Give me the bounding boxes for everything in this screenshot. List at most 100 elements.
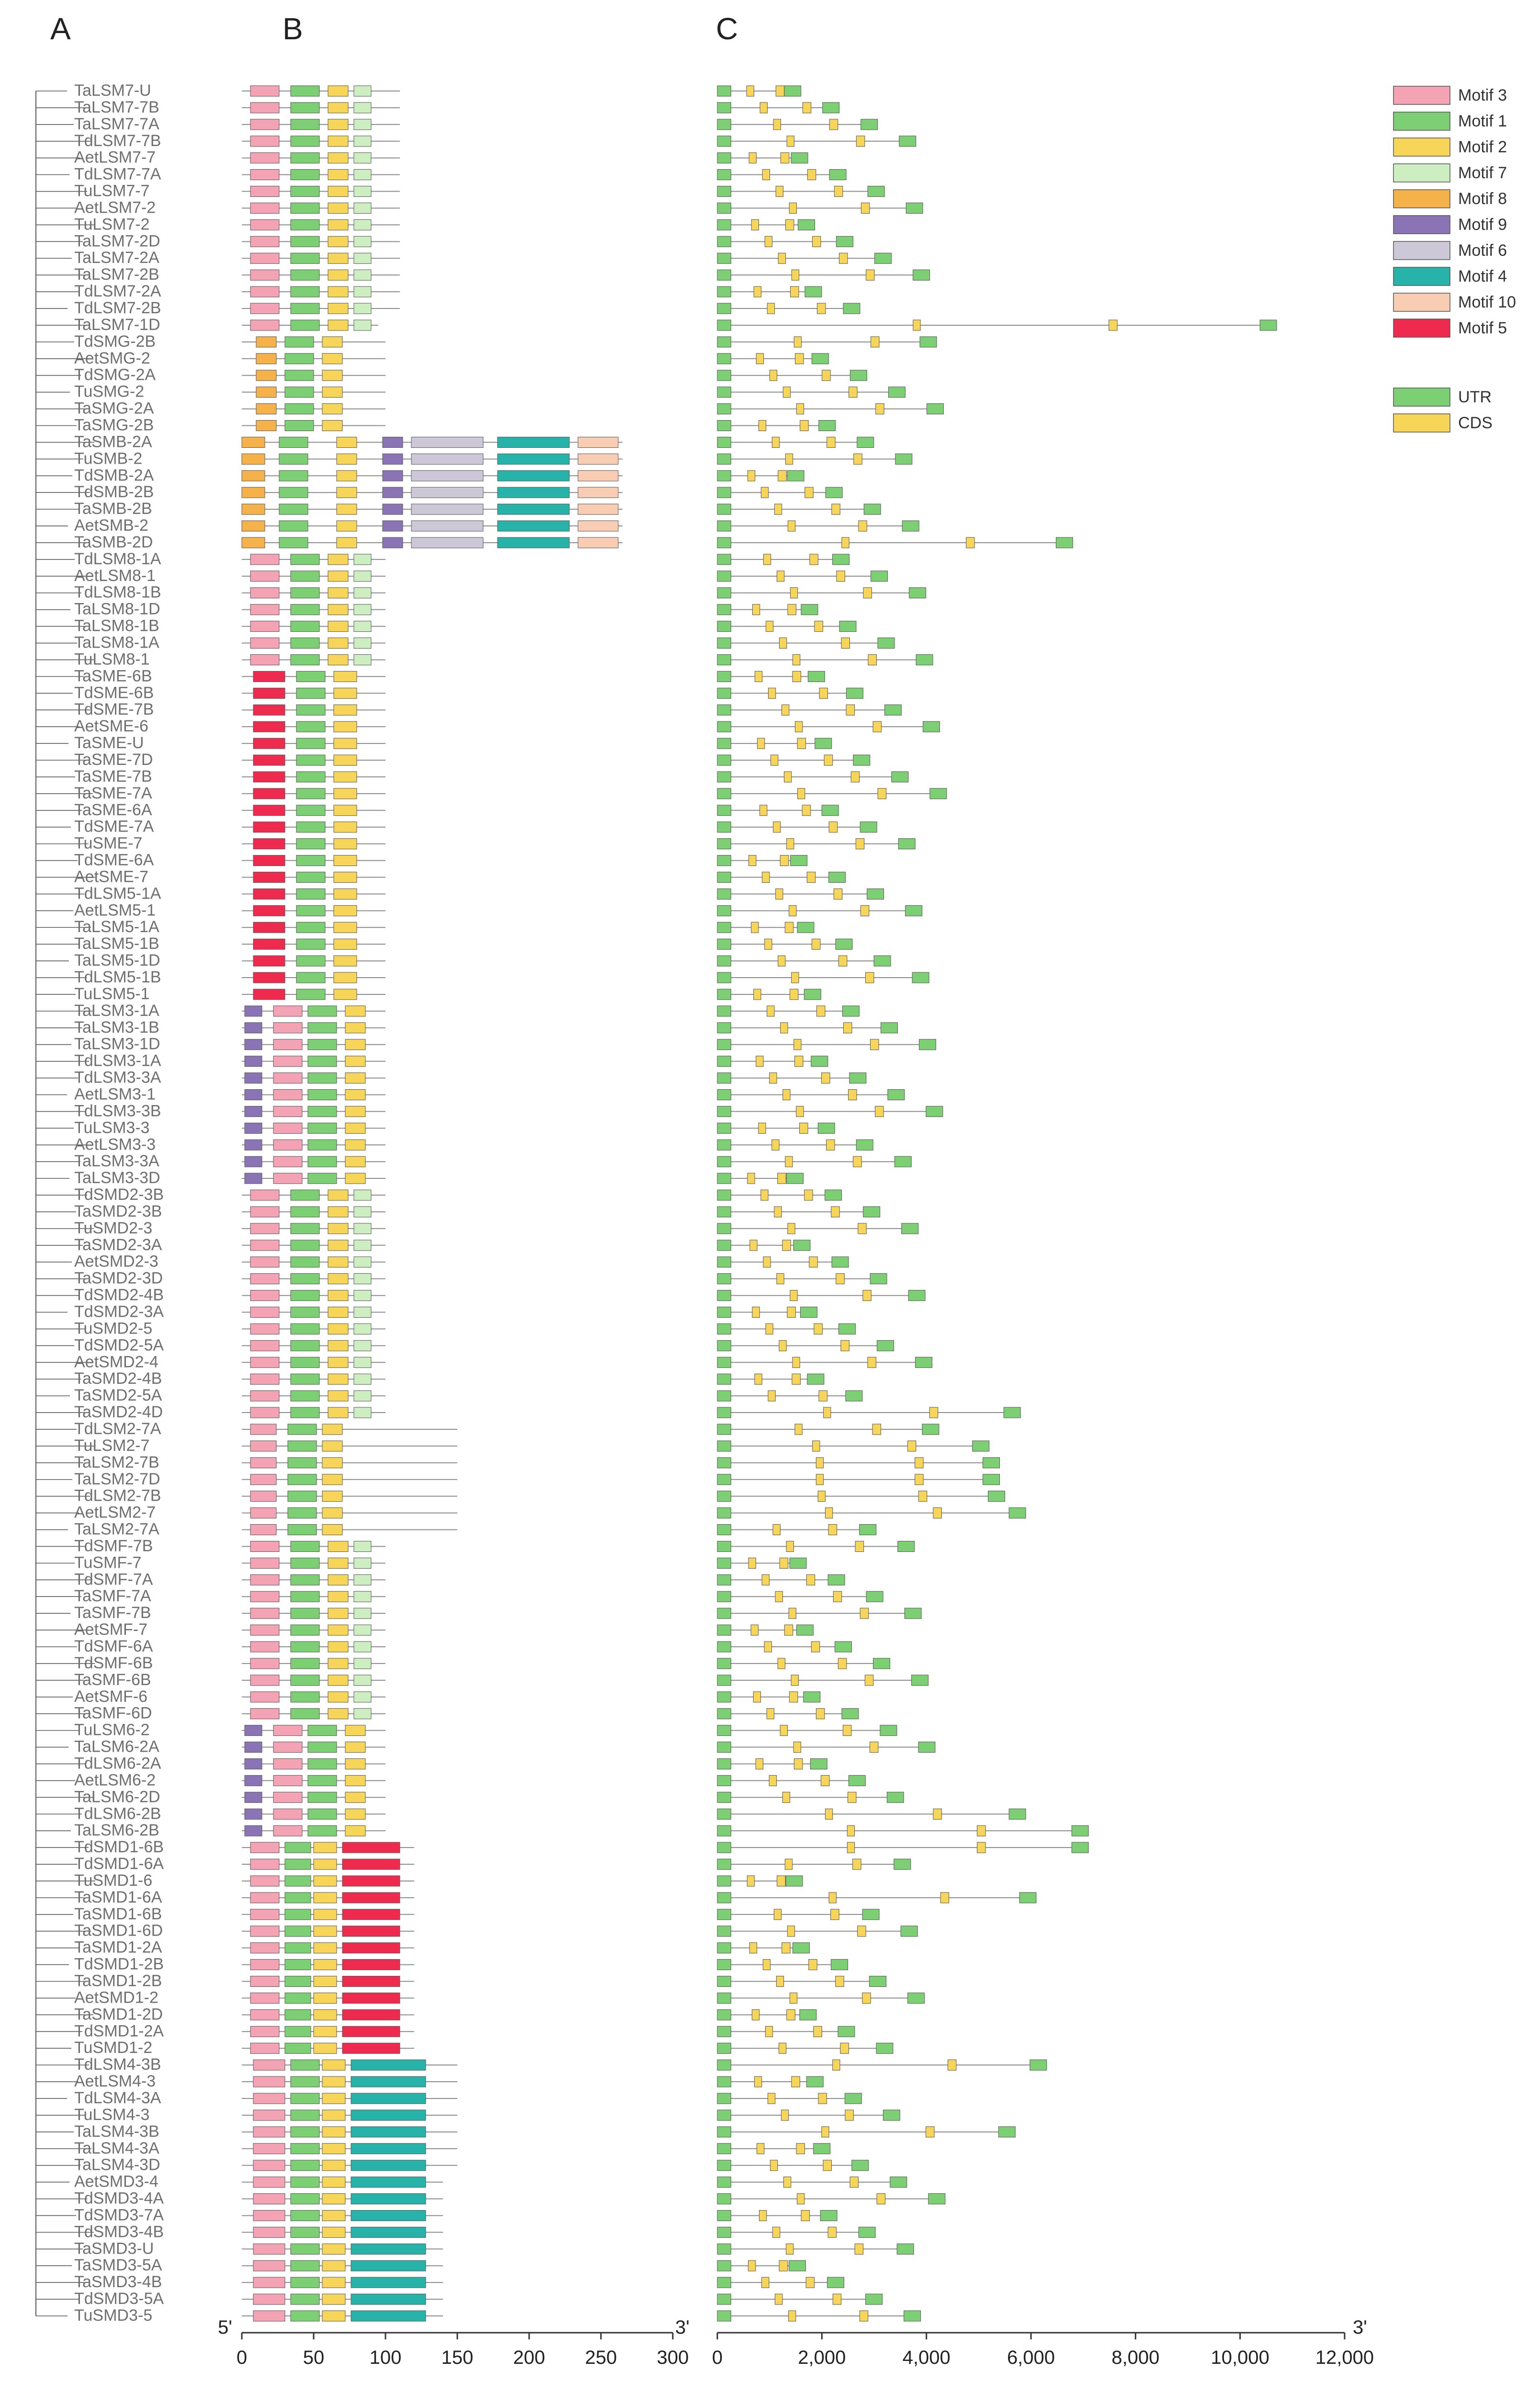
motif-box <box>353 1540 372 1552</box>
exon-box <box>717 1106 731 1117</box>
motif-box <box>256 370 277 381</box>
motif-box <box>333 687 357 699</box>
exon-box <box>717 1424 731 1435</box>
exon-box <box>834 186 843 197</box>
motif-box <box>322 2193 346 2205</box>
motif-box <box>250 654 280 665</box>
exon-box <box>822 370 831 381</box>
motif-box <box>307 1106 337 1117</box>
exon-box <box>780 152 790 164</box>
motif-box <box>342 1942 400 1954</box>
exon-box <box>748 1557 756 1569</box>
exon-box <box>754 2076 762 2087</box>
gene-label: TdSMD3-4B <box>74 2223 164 2241</box>
exon-box <box>717 1440 731 1452</box>
motif-legend-label: Motif 9 <box>1458 216 1507 234</box>
motif-box <box>290 236 320 247</box>
motif-box <box>241 487 265 498</box>
motif-box <box>353 1290 372 1301</box>
gene-label: TuSMD2-3 <box>74 1219 152 1237</box>
motif-box <box>273 1056 303 1067</box>
motif-box <box>284 2042 311 2054</box>
motif-box <box>296 738 326 749</box>
motif-box <box>290 1256 320 1268</box>
exon-box <box>972 1440 990 1452</box>
exon-box <box>846 687 863 699</box>
exon-box <box>766 1708 774 1720</box>
exon-box <box>717 2009 731 2020</box>
motif-box <box>353 119 372 130</box>
exon-box <box>793 1039 802 1050</box>
motif-box <box>290 2243 320 2255</box>
motif-box <box>296 989 326 1000</box>
gene-label: TdSMG-2B <box>74 332 156 351</box>
exon-box <box>780 1725 788 1736</box>
motif-box <box>287 1457 317 1469</box>
exon-box <box>1071 1825 1089 1836</box>
exon-box <box>782 1240 791 1251</box>
gene-label: AetSMD1-2 <box>74 1988 159 2007</box>
motif-box <box>313 2042 337 2054</box>
exon-box <box>717 554 731 565</box>
motif-box <box>333 788 357 799</box>
motif-box <box>273 1039 303 1050</box>
exon-box <box>816 1005 826 1017</box>
gene-label: TdSMD2-5A <box>74 1336 164 1354</box>
exon-box <box>778 252 786 264</box>
exon-box <box>774 503 782 515</box>
exon-box <box>782 1791 791 1803</box>
motif-box <box>322 2293 346 2305</box>
motif-box <box>353 286 372 297</box>
motif-box <box>411 453 484 465</box>
exon-box <box>760 487 769 498</box>
motif-legend-label: Motif 2 <box>1458 138 1507 156</box>
motif-box <box>244 1775 262 1786</box>
motif-box <box>290 2143 320 2155</box>
motif-box <box>322 2059 346 2071</box>
exon-box <box>717 1641 731 1653</box>
exon-box <box>836 570 845 582</box>
motif-box <box>322 2243 346 2255</box>
motif-box <box>328 604 349 616</box>
motif-box <box>328 1357 349 1368</box>
motif-box <box>353 587 372 599</box>
exon-box <box>756 2143 765 2155</box>
exon-box <box>717 252 731 264</box>
exon-box <box>786 1173 804 1184</box>
gene-label: TaLSM7-7A <box>74 115 159 133</box>
motif-box <box>328 119 349 130</box>
exon-box <box>747 1875 755 1887</box>
gene-label: TaLSM7-2B <box>74 265 159 284</box>
motif-box <box>296 938 326 950</box>
exon-box <box>883 2109 900 2121</box>
exon-box <box>717 1357 731 1368</box>
motif-box <box>296 905 326 916</box>
gene-label: TaSME-7A <box>74 784 152 802</box>
exon-box <box>780 1022 788 1034</box>
exon-box <box>717 1122 731 1134</box>
exon-box <box>776 570 785 582</box>
exon-box <box>868 654 877 665</box>
motif-box <box>250 119 280 130</box>
exon-box <box>895 453 913 465</box>
exon-box <box>748 152 757 164</box>
exon-box <box>806 2076 824 2087</box>
exon-box <box>717 1708 731 1720</box>
gene-label: TdSMB-2A <box>74 466 154 484</box>
exon-box <box>848 1089 857 1100</box>
motif-box <box>328 1407 349 1418</box>
motif-box <box>328 1540 349 1552</box>
exon-box <box>790 1290 798 1301</box>
gene-label: TaSME-7B <box>74 767 152 786</box>
gene-label: TaLSM3-3D <box>74 1169 160 1187</box>
exon-box <box>755 671 763 682</box>
exon-box <box>753 1691 761 1703</box>
gene-label: AetLSM7-2 <box>74 198 156 217</box>
motif-box <box>250 1240 280 1251</box>
exon-box <box>772 2226 781 2238</box>
exon-box <box>904 1608 922 1619</box>
motif-box <box>290 1373 320 1385</box>
motif-box <box>336 520 357 532</box>
motif-box <box>244 1791 262 1803</box>
exon-box <box>908 1290 926 1301</box>
